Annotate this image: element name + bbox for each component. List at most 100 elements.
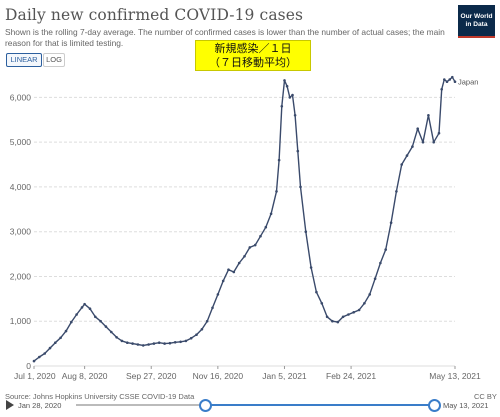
data-point[interactable] bbox=[253, 243, 257, 247]
data-point[interactable] bbox=[357, 308, 361, 312]
data-point[interactable] bbox=[277, 158, 281, 162]
data-point[interactable] bbox=[421, 140, 425, 144]
data-point[interactable] bbox=[38, 355, 41, 359]
data-point[interactable] bbox=[269, 212, 273, 216]
data-point[interactable] bbox=[299, 185, 302, 189]
data-point[interactable] bbox=[54, 341, 57, 345]
data-point[interactable] bbox=[83, 302, 86, 306]
linear-scale-button[interactable]: LINEAR bbox=[6, 53, 42, 67]
data-point[interactable] bbox=[416, 127, 420, 130]
data-point[interactable] bbox=[352, 311, 356, 314]
log-scale-button[interactable]: LOG bbox=[43, 53, 65, 67]
data-point[interactable] bbox=[275, 190, 278, 193]
data-point[interactable] bbox=[336, 320, 340, 324]
data-point[interactable] bbox=[32, 359, 36, 363]
data-point[interactable] bbox=[173, 341, 177, 344]
data-point[interactable] bbox=[437, 131, 441, 135]
data-point[interactable] bbox=[232, 270, 236, 274]
data-point[interactable] bbox=[405, 154, 409, 157]
data-point[interactable] bbox=[136, 343, 140, 346]
data-point[interactable] bbox=[293, 114, 297, 117]
data-point[interactable] bbox=[104, 325, 108, 328]
data-point[interactable] bbox=[110, 330, 113, 334]
data-point[interactable] bbox=[211, 306, 214, 310]
data-point[interactable] bbox=[147, 343, 150, 346]
data-point[interactable] bbox=[94, 315, 97, 319]
series-line-japan[interactable] bbox=[33, 76, 456, 362]
data-point[interactable] bbox=[341, 315, 345, 319]
data-point[interactable] bbox=[373, 277, 377, 281]
data-point[interactable] bbox=[70, 320, 73, 324]
y-tick-label: 5,000 bbox=[10, 137, 32, 147]
data-point[interactable] bbox=[288, 96, 292, 99]
data-point[interactable] bbox=[75, 313, 78, 316]
data-point[interactable] bbox=[200, 328, 204, 331]
data-point[interactable] bbox=[395, 190, 398, 193]
data-point[interactable] bbox=[440, 88, 444, 91]
data-point[interactable] bbox=[389, 221, 393, 224]
data-point[interactable] bbox=[237, 261, 241, 265]
data-point[interactable] bbox=[309, 266, 313, 269]
data-point[interactable] bbox=[168, 341, 172, 345]
data-point[interactable] bbox=[325, 315, 329, 319]
data-point[interactable] bbox=[384, 248, 388, 251]
data-point[interactable] bbox=[131, 342, 134, 345]
data-point[interactable] bbox=[283, 79, 286, 82]
data-point[interactable] bbox=[331, 319, 334, 323]
data-point[interactable] bbox=[243, 254, 246, 258]
data-point[interactable] bbox=[315, 290, 318, 294]
data-point[interactable] bbox=[379, 261, 382, 265]
data-point[interactable] bbox=[411, 145, 414, 148]
data-point[interactable] bbox=[195, 333, 198, 337]
data-point[interactable] bbox=[88, 307, 92, 311]
data-point[interactable] bbox=[80, 306, 84, 309]
license-link[interactable]: CC BY bbox=[474, 392, 497, 401]
timeline-start-handle[interactable] bbox=[199, 399, 212, 412]
data-point[interactable] bbox=[227, 268, 230, 272]
data-point[interactable] bbox=[347, 313, 350, 316]
data-point[interactable] bbox=[189, 336, 193, 340]
owid-logo[interactable]: Our World in Data bbox=[458, 5, 495, 38]
data-point[interactable] bbox=[99, 319, 102, 323]
source-note[interactable]: Source: Johns Hopkins University CSSE CO… bbox=[5, 392, 195, 401]
data-point[interactable] bbox=[115, 336, 118, 339]
data-point[interactable] bbox=[163, 342, 166, 345]
data-point[interactable] bbox=[291, 93, 294, 97]
y-tick-label: 3,000 bbox=[10, 227, 32, 237]
data-point[interactable] bbox=[216, 293, 220, 296]
data-point[interactable] bbox=[432, 140, 436, 144]
timeline-end-handle[interactable] bbox=[428, 399, 441, 412]
data-point[interactable] bbox=[221, 279, 225, 283]
data-point[interactable] bbox=[320, 302, 324, 305]
play-icon[interactable] bbox=[6, 400, 14, 410]
data-point[interactable] bbox=[451, 75, 454, 79]
data-point[interactable] bbox=[248, 246, 252, 249]
data-point[interactable] bbox=[48, 346, 52, 350]
data-point[interactable] bbox=[152, 342, 156, 345]
data-point[interactable] bbox=[427, 114, 430, 117]
data-point[interactable] bbox=[43, 352, 46, 355]
data-point[interactable] bbox=[285, 84, 289, 88]
data-point[interactable] bbox=[280, 105, 284, 108]
data-point[interactable] bbox=[59, 336, 62, 340]
data-point[interactable] bbox=[296, 149, 300, 153]
data-point[interactable] bbox=[448, 78, 452, 81]
data-point[interactable] bbox=[120, 339, 124, 343]
chart-title: Daily new confirmed COVID-19 cases bbox=[5, 6, 304, 24]
data-point[interactable] bbox=[64, 329, 68, 333]
data-point[interactable] bbox=[400, 163, 404, 166]
data-point[interactable] bbox=[179, 340, 182, 344]
data-point[interactable] bbox=[141, 344, 145, 347]
data-point[interactable] bbox=[157, 341, 161, 345]
data-point[interactable] bbox=[259, 234, 262, 238]
data-point[interactable] bbox=[264, 225, 268, 229]
data-point[interactable] bbox=[445, 80, 449, 83]
data-point[interactable] bbox=[368, 293, 372, 296]
data-point[interactable] bbox=[205, 319, 209, 323]
data-point[interactable] bbox=[453, 80, 457, 83]
data-point[interactable] bbox=[304, 230, 308, 233]
data-point[interactable] bbox=[443, 78, 446, 81]
data-point[interactable] bbox=[184, 339, 188, 343]
data-point[interactable] bbox=[363, 302, 366, 305]
data-point[interactable] bbox=[126, 341, 129, 345]
